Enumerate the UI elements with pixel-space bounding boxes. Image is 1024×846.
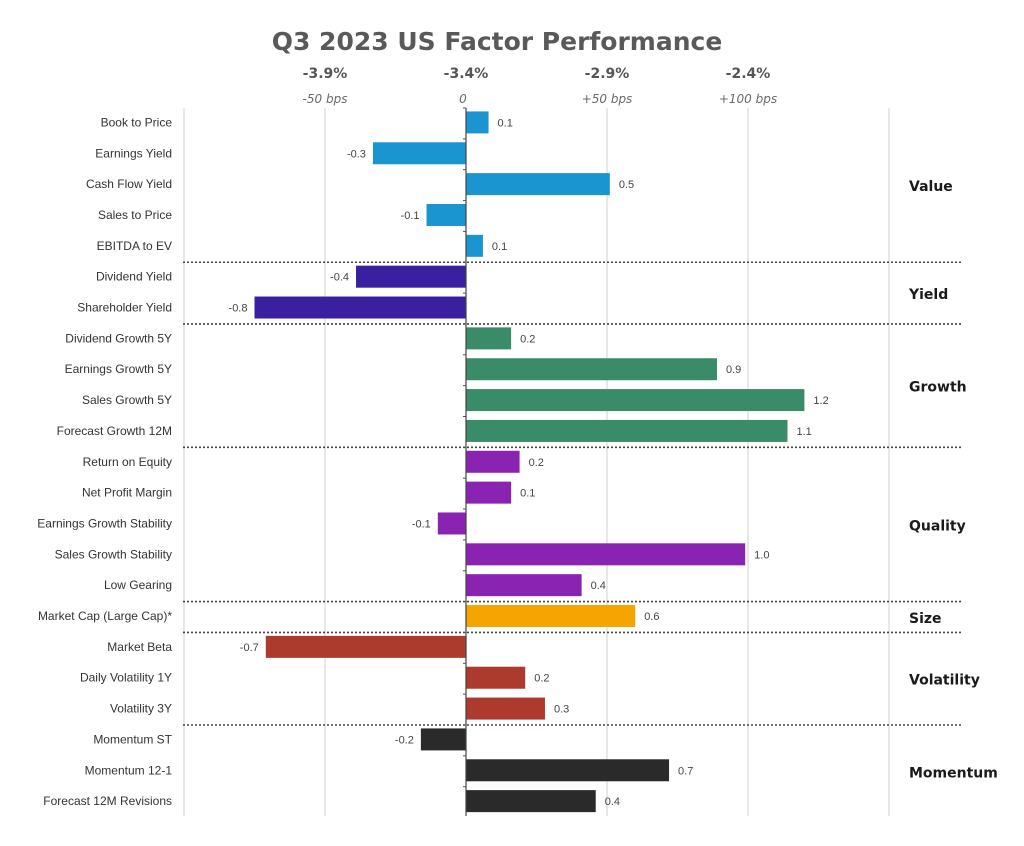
category-label: Forecast 12M Revisions	[43, 794, 172, 808]
bar	[466, 173, 610, 196]
group-label: Size	[909, 611, 942, 627]
category-label: Dividend Yield	[96, 270, 172, 284]
bar	[466, 419, 788, 442]
value-label: 0.9	[726, 364, 741, 376]
value-label: 1.0	[754, 549, 769, 561]
chart-title: Q3 2023 US Factor Performance	[272, 27, 723, 56]
tick-bps-label: +100 bps	[719, 92, 777, 106]
bar	[265, 635, 466, 658]
value-label: 0.1	[492, 241, 507, 253]
category-label: Dividend Growth 5Y	[65, 331, 172, 345]
bar	[466, 111, 489, 134]
category-label: Low Gearing	[104, 578, 172, 592]
value-label: -0.3	[347, 148, 366, 160]
bar	[466, 450, 520, 473]
category-label: Earnings Yield	[95, 146, 172, 160]
gridlines	[183, 108, 890, 816]
bar	[420, 728, 466, 751]
value-label: 1.2	[813, 395, 828, 407]
bar	[466, 790, 596, 813]
bar	[466, 481, 512, 504]
value-label: 0.2	[520, 333, 535, 345]
category-label: EBITDA to EV	[97, 239, 172, 253]
bar	[437, 512, 466, 535]
category-label: Sales Growth Stability	[55, 547, 172, 561]
bar	[466, 389, 805, 412]
group-label: Yield	[908, 287, 948, 303]
group-label: Volatility	[909, 673, 980, 689]
bar	[466, 358, 717, 381]
bar	[466, 759, 670, 782]
value-label: -0.1	[401, 210, 420, 222]
category-label: Daily Volatility 1Y	[80, 671, 172, 685]
value-label: -0.2	[395, 734, 414, 746]
value-label: 0.1	[520, 488, 535, 500]
tick-bps-label: 0	[459, 92, 467, 106]
bar	[466, 666, 526, 689]
value-label: 0.1	[498, 117, 513, 129]
category-label: Net Profit Margin	[82, 486, 172, 500]
group-separators	[183, 261, 962, 726]
value-label: 0.4	[605, 796, 620, 808]
bar	[466, 574, 582, 597]
zero-axis	[463, 107, 467, 816]
group-label: Growth	[909, 380, 967, 396]
tick-bps-label: -50 bps	[303, 92, 348, 106]
value-label: -0.1	[412, 518, 431, 530]
category-label: Sales Growth 5Y	[82, 393, 172, 407]
value-label: 0.2	[534, 673, 549, 685]
category-label: Book to Price	[101, 115, 173, 129]
bar	[426, 203, 466, 226]
category-label: Shareholder Yield	[77, 301, 172, 315]
category-label: Return on Equity	[83, 455, 172, 469]
category-label: Market Cap (Large Cap)*	[38, 609, 172, 623]
tick-return-label: -2.4%	[726, 66, 771, 82]
value-label: 0.3	[554, 704, 569, 716]
bar	[466, 327, 512, 350]
category-label: Market Beta	[107, 640, 172, 654]
category-label: Forecast Growth 12M	[57, 424, 172, 438]
bar	[466, 697, 545, 720]
x-axis-ticks: -3.9% -50 bps -3.4% 0 -2.9% +50 bps -2.4% +100 …	[303, 66, 778, 106]
value-label: -0.4	[330, 272, 349, 284]
value-labels: 0.1 -0.3 0.5 -0.1 0.1 -0.4 -0.8 0.2 0.9 1.2 1.1 0.2…	[229, 117, 829, 808]
category-labels: Book to Price Earnings Yield Cash Flow Yie…	[37, 115, 172, 808]
value-label: 0.2	[529, 457, 544, 469]
group-labels: Value Yield Growth Quality Size Volatility Mom…	[908, 179, 998, 781]
tick-bps-label: +50 bps	[582, 92, 633, 106]
value-label: 1.1	[796, 426, 811, 438]
bar	[254, 296, 466, 319]
category-label: Momentum 12-1	[85, 763, 173, 777]
category-label: Sales to Price	[98, 208, 172, 222]
value-label: -0.7	[240, 642, 259, 654]
tick-return-label: -3.4%	[444, 66, 489, 82]
group-label: Value	[909, 179, 953, 195]
bar	[466, 543, 746, 566]
value-label: -0.8	[229, 303, 248, 315]
value-label: 0.6	[644, 611, 659, 623]
group-label: Momentum	[909, 765, 998, 781]
value-label: 0.4	[591, 580, 606, 592]
bar	[372, 142, 466, 165]
category-label: Cash Flow Yield	[86, 177, 172, 191]
tick-return-label: -2.9%	[585, 66, 630, 82]
value-label: 0.5	[619, 179, 634, 191]
group-label: Quality	[909, 518, 966, 534]
category-label: Earnings Growth 5Y	[65, 362, 172, 376]
bar	[466, 605, 636, 628]
bar	[466, 234, 483, 257]
bar	[356, 265, 466, 288]
tick-return-label: -3.9%	[303, 66, 348, 82]
bars	[254, 111, 805, 813]
category-label: Volatility 3Y	[110, 702, 172, 716]
value-label: 0.7	[678, 765, 693, 777]
category-label: Earnings Growth Stability	[37, 516, 172, 530]
category-label: Momentum ST	[93, 732, 172, 746]
